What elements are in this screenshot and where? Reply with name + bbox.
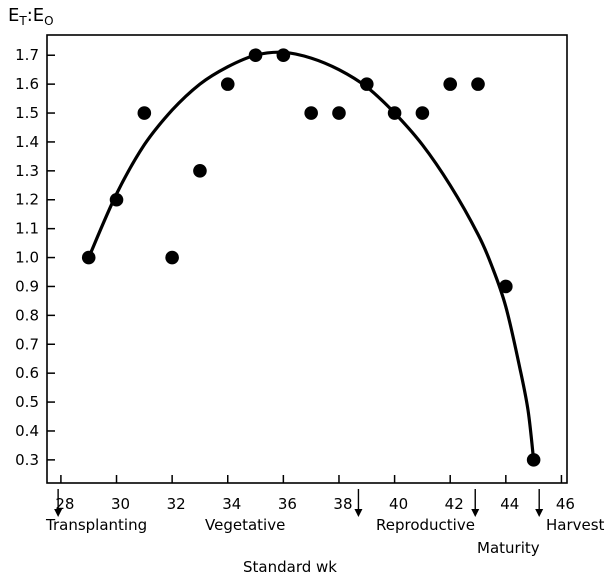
- x-tick-label: 40: [389, 495, 408, 513]
- data-points: [81, 48, 541, 467]
- y-tick-label: 1.3: [15, 162, 39, 180]
- x-tick-label: 46: [556, 495, 575, 513]
- stage-label: Vegetative: [205, 516, 285, 534]
- data-point: [359, 77, 374, 91]
- x-tick-label: 36: [278, 495, 297, 513]
- y-axis-title-sub: T: [18, 14, 27, 28]
- y-tick-label: 0.6: [15, 364, 39, 382]
- y-tick-label: 1.6: [15, 75, 39, 93]
- stage-arrow-head: [535, 509, 544, 517]
- data-point: [332, 106, 346, 120]
- stage-label: Transplanting: [45, 516, 147, 534]
- x-axis-title: Standard wk: [243, 558, 337, 576]
- y-tick-label: 1.2: [15, 191, 39, 209]
- data-point: [248, 48, 263, 63]
- y-tick-label: 1.0: [15, 249, 39, 267]
- y-tick-label: 1.5: [15, 104, 39, 122]
- data-point: [165, 250, 179, 265]
- stage-label: Maturity: [477, 539, 540, 557]
- data-point: [109, 192, 124, 207]
- y-axis-title-sep: :E: [27, 5, 44, 26]
- x-tick-label: 28: [55, 495, 74, 513]
- data-point: [443, 77, 458, 91]
- x-tick-label: 42: [445, 495, 464, 513]
- growth-stages: Transplanting Vegetative ReproductiveMatur…: [45, 489, 605, 557]
- data-point: [137, 106, 152, 120]
- data-point: [415, 106, 430, 120]
- stage-arrow-head: [354, 509, 363, 517]
- y-tick-label: 1.1: [15, 220, 39, 238]
- y-tick-label: 0.4: [15, 422, 39, 440]
- stage-label: Reproductive: [376, 516, 475, 534]
- x-tick-label: 44: [500, 495, 519, 513]
- data-point: [276, 48, 291, 63]
- data-point: [526, 453, 541, 467]
- data-point: [387, 106, 402, 120]
- fit-curve: [87, 50, 536, 462]
- x-axis-ticks: 28 30 32 34 36 38 40 42 44 46: [55, 475, 575, 513]
- stage-label: Harvest: [546, 516, 605, 534]
- data-point: [499, 279, 513, 294]
- data-point: [471, 77, 485, 91]
- y-axis-title-main: E: [8, 5, 19, 26]
- y-tick-label: 0.8: [15, 306, 39, 324]
- stage-arrow-head: [471, 509, 480, 517]
- x-tick-label: 34: [222, 495, 241, 513]
- y-axis-title-sub2: O: [44, 14, 53, 28]
- y-axis-title: ET:EO: [8, 5, 54, 28]
- data-point: [193, 164, 207, 178]
- x-tick-label: 30: [111, 495, 130, 513]
- data-point: [304, 106, 318, 120]
- y-tick-label: 1.4: [15, 133, 39, 151]
- y-tick-label: 1.7: [15, 46, 39, 64]
- y-tick-label: 0.3: [15, 451, 39, 469]
- x-tick-label: 32: [167, 495, 186, 513]
- data-point: [220, 77, 235, 91]
- data-point: [81, 250, 96, 265]
- y-tick-label: 0.7: [15, 335, 39, 353]
- y-tick-label: 0.5: [15, 393, 39, 411]
- y-tick-label: 0.9: [15, 277, 39, 295]
- y-axis-ticks: 1.7 1.6 1.5 1.4 1.3 1.2 1.1 1.0 0.9 0.8 0.7 0.6 0.5 0…: [15, 46, 55, 469]
- plot-frame: [46, 34, 568, 484]
- stage-arrow-head: [54, 509, 63, 517]
- x-tick-label: 38: [333, 495, 352, 513]
